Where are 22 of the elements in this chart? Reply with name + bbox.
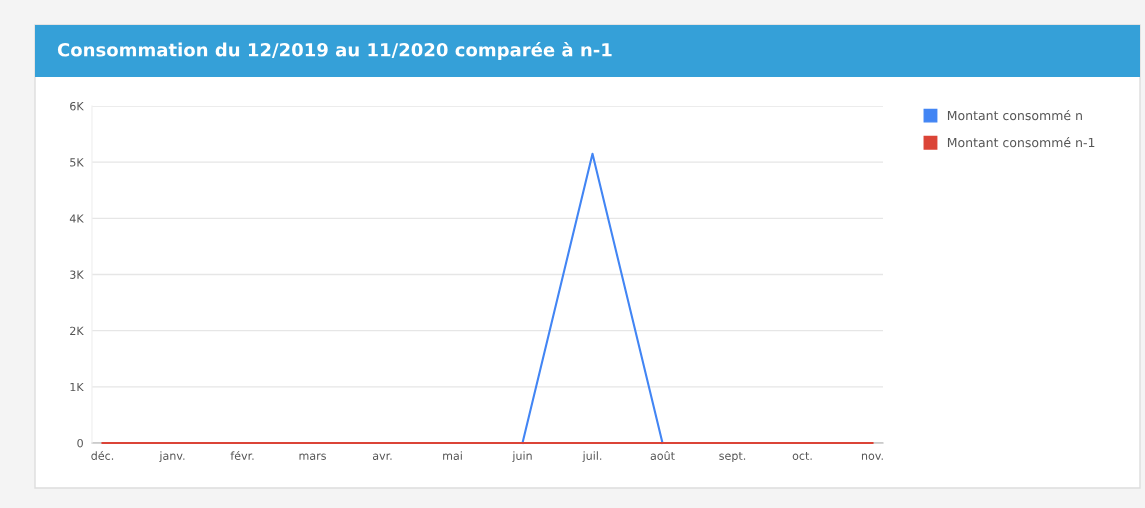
y-tick-label: 2K <box>70 326 84 335</box>
y-tick-label: 3K <box>70 270 84 279</box>
x-tick-label: févr. <box>230 450 254 460</box>
y-tick-label: 5K <box>70 158 84 167</box>
x-tick-label: avr. <box>372 453 392 460</box>
legend-label: Montant consommé n-1 <box>947 137 1095 148</box>
legend-label: Montant consommé n <box>947 110 1082 121</box>
y-tick-label: 4K <box>69 214 84 223</box>
x-tick-label: mars <box>299 453 326 460</box>
x-tick-label: juil. <box>582 451 602 463</box>
x-tick-label: janv. <box>159 451 185 463</box>
y-tick-label: 6K <box>70 101 84 111</box>
x-tick-label: oct. <box>792 451 812 460</box>
x-tick-label: sept. <box>719 451 746 463</box>
y-tick-label: 1K <box>70 382 84 392</box>
chart-title: Consommation du 12/2019 au 11/2020 comparée à n-1 <box>57 41 612 61</box>
x-tick-label: juin <box>512 451 532 463</box>
x-tick-label: août <box>650 450 675 460</box>
y-tick-label: 0 <box>77 438 83 448</box>
x-tick-label: déc. <box>91 450 114 460</box>
x-tick-label: mai <box>443 451 462 460</box>
x-tick-label: nov. <box>861 453 883 460</box>
